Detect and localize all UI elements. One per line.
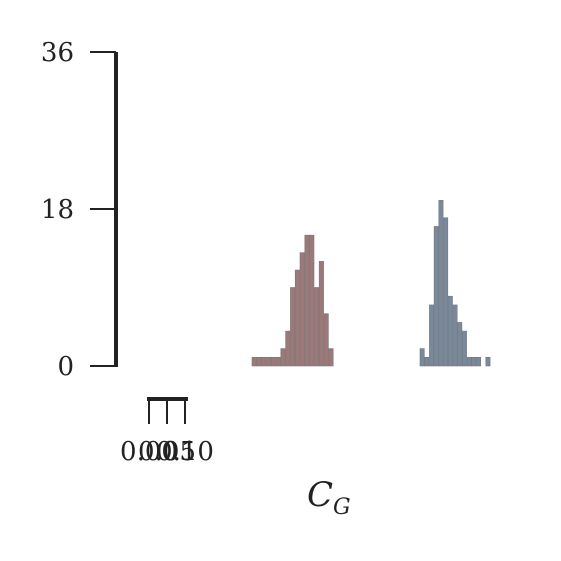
series-b-bars bbox=[419, 199, 491, 367]
series-b-bar-9 bbox=[461, 330, 467, 367]
series-b-bar-7 bbox=[452, 304, 458, 367]
series-b-bar-14 bbox=[485, 356, 491, 367]
x-tick-label-1: 0.05 bbox=[138, 437, 196, 467]
series-a-bar-0 bbox=[251, 356, 257, 367]
x-axis-title-subscript: G bbox=[333, 495, 351, 520]
series-b-bar-8 bbox=[457, 322, 463, 367]
series-b-bar-1 bbox=[424, 356, 430, 367]
y-tick-label-0: 0 bbox=[57, 352, 74, 382]
series-a-bars bbox=[251, 234, 334, 367]
series-b-bar-0 bbox=[419, 348, 425, 367]
series-a-bar-1 bbox=[256, 356, 262, 367]
series-b-bar-11 bbox=[471, 356, 477, 367]
series-a-bar-3 bbox=[266, 356, 272, 367]
series-a-bar-8 bbox=[290, 287, 296, 367]
x-axis-title-main: C bbox=[307, 475, 333, 515]
series-a-bar-12 bbox=[309, 234, 315, 367]
series-b-bar-4 bbox=[438, 199, 444, 367]
series-a-bar-5 bbox=[275, 356, 281, 367]
series-a-bar-14 bbox=[318, 261, 324, 367]
y-tick-label-36: 36 bbox=[41, 38, 74, 68]
series-b-bar-6 bbox=[447, 295, 453, 367]
x-tick-label-0: 0.00 bbox=[120, 437, 178, 467]
series-a-bar-11 bbox=[304, 234, 310, 367]
series-a-bar-13 bbox=[314, 287, 320, 367]
series-b-bar-12 bbox=[476, 356, 481, 367]
series-a-bar-2 bbox=[261, 356, 267, 367]
series-a-bar-10 bbox=[299, 252, 305, 367]
series-a-bar-9 bbox=[294, 269, 300, 367]
series-b-bar-10 bbox=[466, 356, 472, 367]
series-a-bar-4 bbox=[270, 356, 276, 367]
series-a-bar-16 bbox=[328, 348, 334, 367]
series-b-bar-5 bbox=[443, 217, 449, 367]
x-axis-title: CG bbox=[307, 475, 351, 520]
series-a-bar-7 bbox=[285, 330, 291, 367]
series-b-bar-3 bbox=[433, 226, 439, 367]
x-tick-label-2: 0.10 bbox=[156, 437, 214, 467]
series-a-bar-15 bbox=[323, 313, 329, 367]
y-tick-label-18: 18 bbox=[41, 195, 74, 225]
series-a-bar-6 bbox=[280, 348, 286, 367]
series-b-bar-2 bbox=[429, 304, 434, 367]
